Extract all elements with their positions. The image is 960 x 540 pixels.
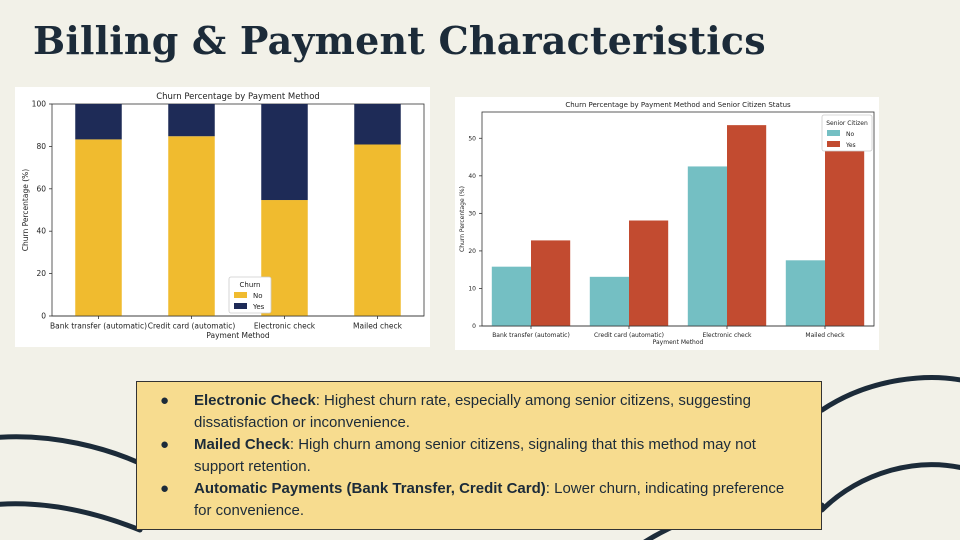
chart-title: Churn Percentage by Payment Method and S…	[565, 101, 791, 109]
y-tick-label: 50	[468, 135, 476, 142]
legend-label-yes: Yes	[252, 303, 265, 311]
y-axis-label: Churn Percentage (%)	[459, 186, 466, 252]
y-tick-label: 60	[36, 184, 46, 193]
chart-title: Churn Percentage by Payment Method	[156, 92, 320, 102]
bar-electronic-check-no	[687, 166, 727, 326]
curve-right-upper	[819, 375, 960, 413]
bar-electronic-check-yes	[727, 125, 767, 326]
bullet-icon: ●	[160, 436, 170, 453]
chart-panel-churn-by-payment: Churn Percentage by Payment Method 0 20 40 6…	[15, 87, 430, 347]
y-tick-label: 40	[468, 173, 476, 180]
insight-text: : Highest churn rate, especially among s…	[194, 392, 751, 431]
bar-bank-transfer-automatic-no	[491, 266, 531, 326]
bullet-icon: ●	[160, 480, 170, 497]
insights-box: ● Electronic Check: Highest churn rate, …	[136, 381, 822, 530]
x-tick-label: Credit card (automatic)	[148, 322, 236, 331]
x-tick-label: Bank transfer (automatic)	[492, 332, 570, 339]
legend-swatch-yes	[827, 141, 840, 147]
bar-mailed-check-yes	[825, 150, 865, 326]
x-tick-label: Bank transfer (automatic)	[50, 322, 147, 331]
legend-swatch-yes	[234, 303, 247, 309]
bar-credit-card-automatic-yes	[168, 104, 215, 137]
x-tick-label: Electronic check	[702, 332, 752, 339]
insight-text: : Lower churn, indicating preference for…	[194, 480, 785, 519]
x-tick-label: Mailed check	[353, 322, 403, 331]
bar-bank-transfer-automatic-no	[75, 139, 122, 316]
insights-list: ● Electronic Check: Highest churn rate, …	[159, 390, 805, 522]
y-tick-label: 20	[36, 269, 46, 278]
insight-heading: Automatic Payments (Bank Transfer, Credi…	[194, 480, 546, 497]
x-axis-label: Payment Method	[653, 339, 704, 346]
y-tick-label: 100	[32, 100, 47, 109]
legend-title: Senior Citizen	[826, 120, 868, 127]
y-tick-label: 20	[468, 248, 476, 255]
curve-right-lower	[819, 462, 960, 513]
y-tick-label: 10	[468, 285, 476, 292]
legend-label-yes: Yes	[845, 142, 856, 149]
x-axis-label: Payment Method	[206, 331, 270, 340]
legend-swatch-no	[234, 292, 247, 298]
insight-text: : High churn among senior citizens, sign…	[194, 436, 756, 475]
legend-label-no: No	[846, 131, 854, 138]
grouped-bar-chart: Churn Percentage by Payment Method and S…	[459, 101, 875, 346]
stacked-bar-chart: Churn Percentage by Payment Method 0 20 40 6…	[21, 92, 425, 340]
bar-mailed-check-yes	[354, 104, 401, 145]
chart-panel-churn-by-senior: Churn Percentage by Payment Method and S…	[455, 97, 879, 350]
insight-item-automatic-payments: ● Automatic Payments (Bank Transfer, Cre…	[159, 478, 805, 522]
bar-bank-transfer-automatic-yes	[531, 240, 571, 326]
insight-item-mailed-check: ● Mailed Check: High churn among senior …	[159, 434, 805, 478]
bar-mailed-check-no	[354, 144, 401, 316]
x-tick-label: Electronic check	[254, 322, 316, 331]
insight-heading: Mailed Check	[194, 436, 290, 453]
bar-bank-transfer-automatic-yes	[75, 104, 122, 140]
legend-swatch-no	[827, 130, 840, 136]
bar-credit-card-automatic-no	[168, 136, 215, 316]
y-tick-label: 0	[41, 312, 46, 321]
insight-item-electronic-check: ● Electronic Check: Highest churn rate, …	[159, 390, 805, 434]
y-tick-label: 30	[468, 210, 476, 217]
slide-title: Billing & Payment Characteristics	[33, 18, 766, 63]
insight-heading: Electronic Check	[194, 392, 316, 409]
y-tick-label: 40	[36, 227, 46, 236]
bar-credit-card-automatic-yes	[629, 220, 669, 326]
bullet-icon: ●	[160, 392, 170, 409]
legend-label-no: No	[253, 292, 263, 300]
y-axis-label: Churn Percentage (%)	[21, 169, 30, 251]
bar-electronic-check-yes	[261, 104, 308, 201]
bar-credit-card-automatic-no	[589, 276, 629, 326]
curve-left-upper	[0, 434, 153, 471]
y-tick-label: 80	[36, 142, 46, 151]
legend-title: Churn	[240, 281, 261, 289]
x-tick-label: Credit card (automatic)	[594, 332, 664, 339]
curve-left-lower	[0, 501, 143, 533]
x-tick-label: Mailed check	[805, 332, 845, 339]
y-tick-label: 0	[472, 323, 476, 330]
bar-mailed-check-no	[785, 260, 825, 326]
